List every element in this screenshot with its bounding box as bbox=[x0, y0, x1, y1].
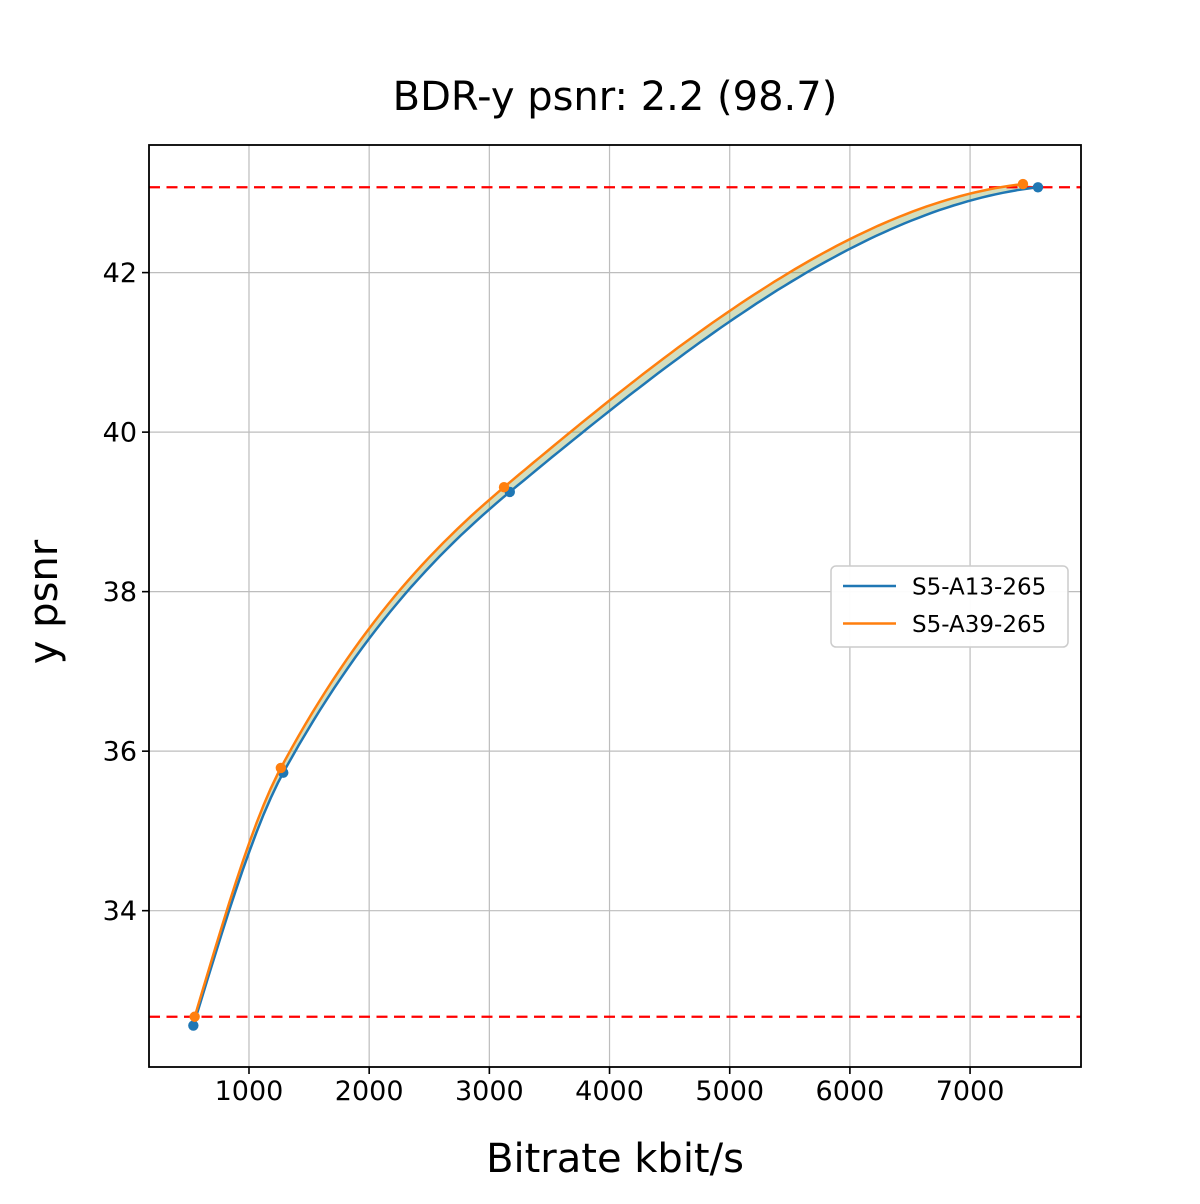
data-point-S5-A13-265 bbox=[188, 1020, 199, 1031]
y-tick-label: 34 bbox=[103, 896, 137, 927]
data-point-S5-A39-265 bbox=[275, 762, 287, 774]
x-tick-label: 3000 bbox=[455, 1076, 524, 1107]
y-axis-label: y psnr bbox=[21, 539, 67, 664]
series-line-S5-A13-265 bbox=[192, 186, 1040, 1027]
legend-label-S5-A39-265: S5-A39-265 bbox=[912, 612, 1046, 638]
x-axis-label: Bitrate kbit/s bbox=[486, 1136, 744, 1182]
chart-title: BDR-y psnr: 2.2 (98.7) bbox=[393, 74, 838, 120]
series-line-S5-A39-265 bbox=[193, 182, 1025, 1019]
x-tick-label: 5000 bbox=[695, 1076, 764, 1107]
y-tick-label: 40 bbox=[103, 418, 137, 449]
x-tick-label: 7000 bbox=[936, 1076, 1005, 1107]
x-tick-label: 6000 bbox=[816, 1076, 885, 1107]
data-point-S5-A39-265 bbox=[498, 481, 510, 493]
data-point-S5-A39-265 bbox=[189, 1011, 200, 1022]
y-tick-label: 36 bbox=[103, 737, 137, 768]
x-tick-label: 2000 bbox=[335, 1076, 404, 1107]
data-point-S5-A13-265 bbox=[1032, 182, 1044, 193]
data-point-S5-A39-265 bbox=[1017, 178, 1029, 190]
y-tick-label: 42 bbox=[103, 258, 137, 289]
plot-layer: 1000 2000 3000 4000 5000 6000 7000 34 36 38 40 42 S5… bbox=[103, 144, 1082, 1107]
y-tick-label: 38 bbox=[103, 577, 137, 608]
plot-border bbox=[148, 144, 1082, 1068]
x-tick-label: 1000 bbox=[215, 1076, 284, 1107]
legend-label-S5-A13-265: S5-A13-265 bbox=[912, 575, 1046, 601]
x-tick-label: 4000 bbox=[575, 1076, 644, 1107]
